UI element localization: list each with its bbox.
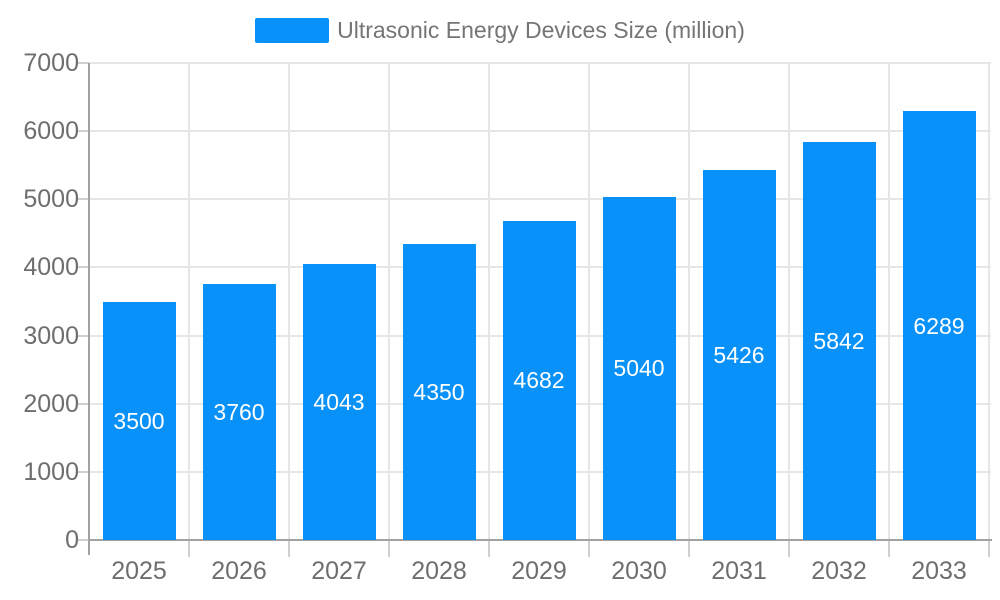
x-axis-label: 2026	[211, 557, 267, 585]
x-axis-label: 2032	[811, 557, 867, 585]
gridline-h	[89, 198, 991, 201]
x-tick	[188, 540, 190, 557]
legend-swatch-icon	[255, 17, 330, 43]
y-tick	[78, 402, 89, 405]
y-tick	[78, 334, 89, 337]
bar-2031[interactable]	[702, 170, 776, 540]
bar-2030[interactable]	[602, 196, 676, 540]
bar-value-label: 4350	[413, 378, 465, 405]
bar-2033[interactable]	[902, 111, 976, 540]
bar-value-label: 4043	[313, 389, 365, 416]
gridline-v	[588, 63, 590, 540]
bar-2025[interactable]	[102, 301, 176, 540]
y-axis-label: 2000	[23, 389, 79, 418]
bar-2032[interactable]	[802, 141, 876, 540]
x-tick	[488, 540, 490, 557]
y-axis-label: 1000	[23, 457, 79, 486]
bar-value-label: 4682	[513, 367, 565, 394]
bar-value-label: 5842	[813, 327, 865, 354]
gridline-v	[488, 63, 490, 540]
x-tick	[588, 540, 590, 557]
bar-value-label: 5426	[713, 342, 765, 369]
y-tick	[78, 470, 89, 473]
x-axis-label: 2029	[511, 557, 567, 585]
bar-2027[interactable]	[302, 264, 376, 540]
x-tick	[288, 540, 290, 557]
gridline-h	[89, 62, 991, 64]
y-axis-label: 4000	[23, 253, 79, 282]
y-tick	[78, 198, 89, 201]
y-tick	[78, 539, 89, 541]
y-axis-label: 6000	[23, 117, 79, 146]
x-axis-label: 2033	[911, 557, 967, 585]
y-tick	[78, 266, 89, 269]
y-tick	[78, 130, 89, 133]
legend-item[interactable]: Ultrasonic Energy Devices Size (million)	[255, 17, 745, 43]
y-axis-label: 0	[65, 526, 79, 554]
gridline-v	[788, 63, 790, 540]
y-axis-label: 3000	[23, 321, 79, 350]
bar-value-label: 6289	[913, 312, 965, 339]
gridline-v	[988, 63, 990, 540]
x-axis-line	[89, 539, 992, 541]
bar-value-label: 3760	[213, 398, 265, 425]
x-tick	[988, 540, 990, 557]
bar-2029[interactable]	[502, 220, 576, 540]
chart-legend: Ultrasonic Energy Devices Size (million)	[0, 17, 1000, 43]
gridline-v	[888, 63, 890, 540]
bar-value-label: 5040	[613, 355, 665, 382]
y-tick	[78, 62, 89, 64]
bar-value-label: 3500	[113, 407, 165, 434]
gridline-v	[288, 63, 290, 540]
x-axis-label: 2027	[311, 557, 367, 585]
legend-label: Ultrasonic Energy Devices Size (million)	[337, 17, 745, 43]
x-tick	[788, 540, 790, 557]
y-axis-line	[88, 63, 90, 555]
y-axis-label: 7000	[23, 49, 79, 77]
bar-2026[interactable]	[202, 283, 276, 540]
bar-2028[interactable]	[402, 243, 476, 540]
x-axis-label: 2028	[411, 557, 467, 585]
gridline-h	[89, 130, 991, 133]
x-axis-label: 2031	[711, 557, 767, 585]
gridline-v	[188, 63, 190, 540]
x-axis-label: 2030	[611, 557, 667, 585]
y-axis-label: 5000	[23, 185, 79, 214]
x-axis-label: 2025	[111, 557, 167, 585]
gridline-v	[688, 63, 690, 540]
gridline-v	[388, 63, 390, 540]
x-tick	[888, 540, 890, 557]
x-tick	[688, 540, 690, 557]
x-tick	[388, 540, 390, 557]
